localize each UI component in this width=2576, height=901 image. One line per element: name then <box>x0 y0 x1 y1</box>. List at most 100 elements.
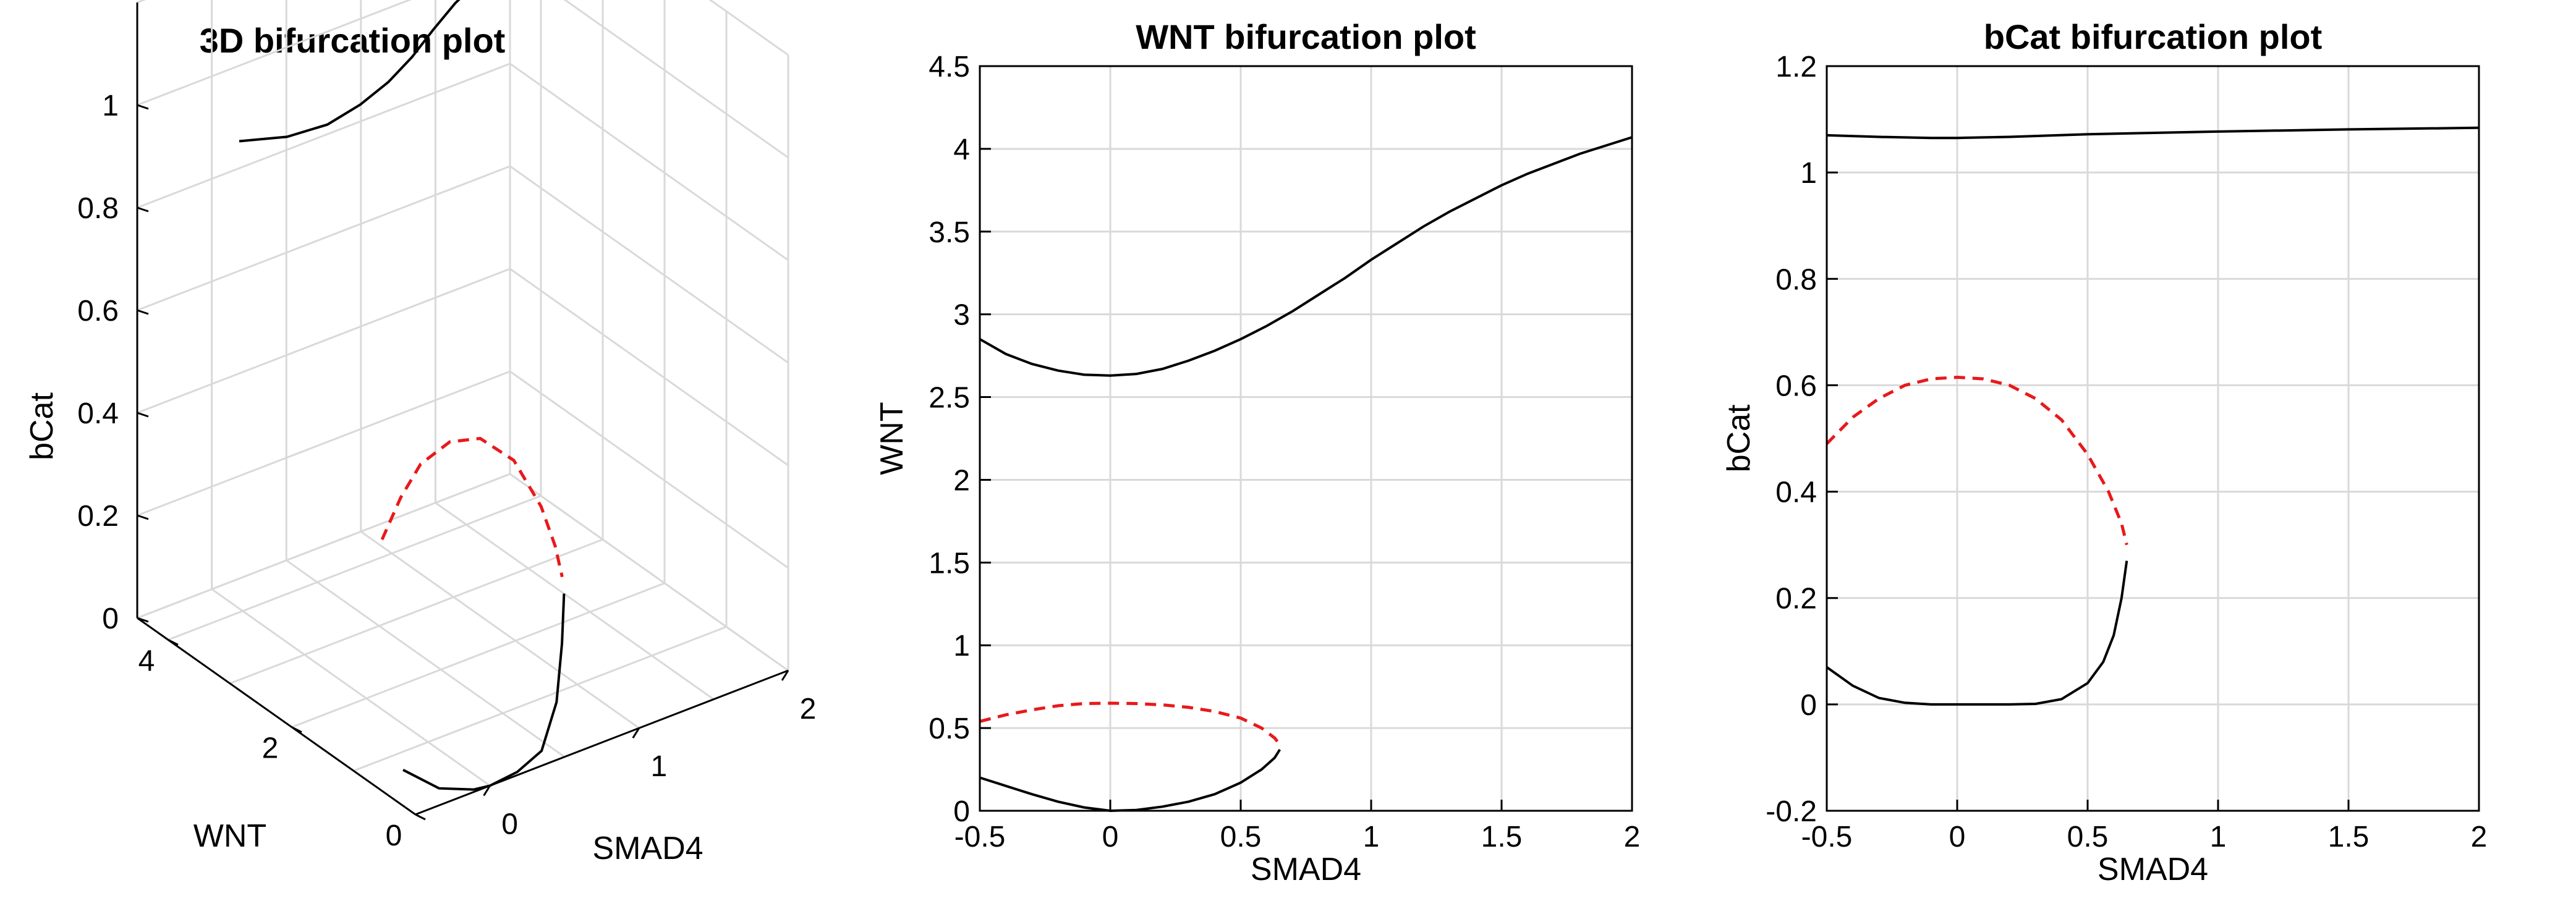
z-tick-label: 0 <box>102 603 119 635</box>
x-gridline <box>509 473 789 672</box>
x-tick-mark <box>781 670 789 681</box>
x-gridline <box>360 530 640 729</box>
y-tick-label: 3 <box>953 299 970 332</box>
y-gridline <box>168 494 542 641</box>
z-gridline <box>137 0 412 106</box>
y-tick-label: -0.2 <box>1766 795 1817 828</box>
y-tick-label: 0 <box>953 795 970 828</box>
x-gridline <box>286 559 566 758</box>
stable-branch-line <box>402 593 566 791</box>
y-gridline <box>291 582 665 729</box>
z-axis-label: bCat <box>24 392 60 460</box>
z-tick-label: 0.6 <box>77 295 119 328</box>
x-tick-label: 1.5 <box>2328 821 2370 853</box>
y-tick-label: 4 <box>953 133 970 166</box>
z-tick-mark <box>137 206 149 213</box>
y-tick-label: 1 <box>953 630 970 662</box>
unstable-branch-line <box>1826 375 2128 546</box>
panel-wnt-bifurcation: WNT bifurcation plot-0.5 0 0.5 1 1.5 200.511.… <box>874 17 1640 887</box>
x-tick-label: 1 <box>650 750 667 783</box>
z-tick-mark <box>137 412 149 418</box>
y-axis-label: WNT <box>874 402 910 475</box>
stable-branch-line <box>239 0 461 143</box>
stable-branch-line <box>1826 126 2480 140</box>
x-tick-mark <box>483 785 491 797</box>
z-gridline <box>137 62 511 209</box>
y-tick-label: 0.6 <box>1775 370 1817 402</box>
y-tick-label: 1 <box>1800 157 1817 190</box>
z-gridline <box>509 62 789 261</box>
z-gridline <box>137 370 511 517</box>
z-gridline <box>563 0 789 159</box>
z-tick-label: 0.2 <box>77 500 119 533</box>
chart-title: bCat bifurcation plot <box>1984 17 2323 56</box>
y-gridline <box>137 473 511 619</box>
stable-branch-line <box>979 136 1633 377</box>
x-axis-label: SMAD4 <box>2098 852 2208 887</box>
y-tick-label: 0.4 <box>1775 476 1817 509</box>
y-tick-label: 0.8 <box>1775 263 1817 296</box>
y-tick-label: 2 <box>262 732 279 765</box>
x-tick-label: 0.5 <box>1220 821 1262 853</box>
x-gridline <box>211 588 491 787</box>
z-tick-mark <box>137 514 149 520</box>
x-axis-label: SMAD4 <box>592 831 703 866</box>
y-gridline <box>229 538 603 685</box>
z-tick-label: 0.4 <box>77 397 119 430</box>
y-tick-mark <box>291 726 302 734</box>
x-tick-mark <box>632 727 640 738</box>
z-gridline <box>137 0 147 4</box>
z-gridline <box>509 165 789 364</box>
x-tick-label: 1.5 <box>1481 821 1523 853</box>
x-tick-label: 2 <box>1624 821 1641 853</box>
z-tick-label: 0.8 <box>77 192 119 225</box>
x-tick-label: 0 <box>1102 821 1119 853</box>
y-tick-mark <box>415 813 426 821</box>
unstable-branch-line <box>380 436 564 578</box>
y-axis-label: bCat <box>1721 404 1757 472</box>
panel-bcat-bifurcation: bCat bifurcation plot -0.5 0 0.5 1 1.5 2 -0.2 0 0… <box>1721 17 2487 887</box>
y-tick-mark <box>168 638 179 646</box>
stable-branch-line <box>1826 560 2128 706</box>
z-tick-mark <box>137 617 149 623</box>
x-tick-label: 1 <box>2210 821 2227 853</box>
y-tick-label: 3.5 <box>929 216 970 249</box>
unstable-branch-line <box>979 701 1282 746</box>
x-tick-label: -0.5 <box>1801 821 1853 853</box>
y-tick-label: 2.5 <box>929 382 970 415</box>
x-tick-label: 0 <box>1949 821 1966 853</box>
y-tick-label: 4 <box>138 645 155 677</box>
z-gridline <box>137 165 511 311</box>
y-gridline <box>353 625 727 772</box>
z-gridline <box>137 268 511 414</box>
x-tick-label: 2 <box>2471 821 2488 853</box>
z-tick-mark <box>137 309 149 315</box>
z-tick-mark <box>137 104 149 110</box>
x-axis-label: SMAD4 <box>1251 852 1361 887</box>
y-axis-line <box>137 617 416 816</box>
y-tick-label: 4.5 <box>929 51 970 83</box>
y-tick-label: 0.5 <box>929 713 970 745</box>
x-axis-line <box>415 669 789 816</box>
panel-3d-bifurcation: 3D bifurcation plot01202400.20.40.60.81S… <box>24 0 816 866</box>
y-tick-label: 1.2 <box>1775 51 1817 83</box>
x-tick-label: 1 <box>1363 821 1380 853</box>
y-axis-label: WNT <box>193 818 266 854</box>
chart-title: 3D bifurcation plot <box>200 21 506 60</box>
z-tick-label: 1 <box>102 90 119 122</box>
x-tick-label: 0.5 <box>2067 821 2109 853</box>
y-tick-label: 2 <box>953 464 970 497</box>
plot-frame <box>979 65 1633 812</box>
x-tick-label: -0.5 <box>954 821 1006 853</box>
z-gridline <box>509 370 789 569</box>
chart-title: WNT bifurcation plot <box>1136 17 1476 56</box>
x-tick-label: 2 <box>800 693 817 725</box>
y-tick-label: 0 <box>386 819 402 852</box>
plot-frame <box>1826 65 2480 812</box>
z-gridline <box>708 0 789 56</box>
x-gridline <box>435 502 715 700</box>
y-tick-label: 0 <box>1800 689 1817 722</box>
y-tick-label: 0.2 <box>1775 583 1817 615</box>
y-tick-label: 1.5 <box>929 547 970 580</box>
z-gridline <box>509 268 789 467</box>
